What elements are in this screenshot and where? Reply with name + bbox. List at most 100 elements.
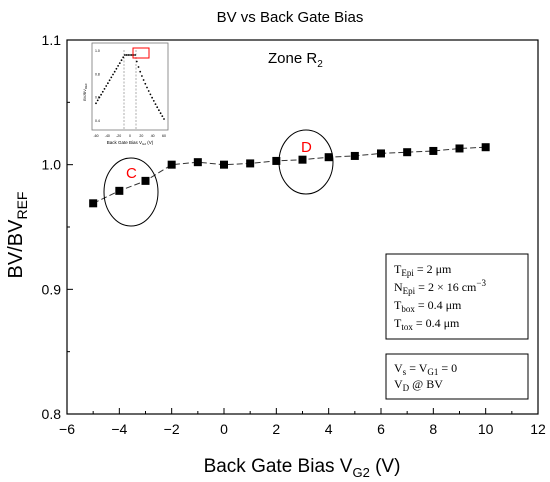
bias-box <box>385 353 529 400</box>
inset-frame <box>91 42 169 131</box>
data-point <box>141 176 150 185</box>
inset-point <box>130 54 133 56</box>
circle-c-label: C <box>126 165 137 182</box>
bias-line: VD @ BV <box>394 377 443 393</box>
inset-point <box>159 112 162 115</box>
data-point <box>272 156 281 165</box>
inset-point <box>96 99 99 102</box>
bias-symbol: V <box>394 361 403 375</box>
inset-ylabel-sub: REF <box>84 83 88 89</box>
circle-c <box>103 157 159 227</box>
data-point <box>324 153 333 162</box>
data-markers <box>89 143 490 208</box>
data-point <box>220 160 228 169</box>
inset-point <box>100 93 102 96</box>
inset-point <box>129 54 131 56</box>
params-value: = 2 μm <box>414 262 452 276</box>
y-tick-label: 1.0 <box>42 157 62 173</box>
inset-x-tick-label: 40 <box>151 134 155 138</box>
inset-point <box>105 85 108 87</box>
inset-point <box>141 75 143 77</box>
inset-x-tick-label: -40 <box>105 134 110 138</box>
y-axis-label: BV/BVREF <box>5 192 30 279</box>
data-point <box>481 143 490 152</box>
inset-point <box>95 102 97 105</box>
inset-point <box>101 90 104 93</box>
params-value: = 2 × 16 cm <box>415 280 477 294</box>
bias-value: = 0 <box>438 361 457 375</box>
data-point <box>193 158 202 167</box>
inset-point <box>107 82 109 85</box>
inset-point <box>134 54 137 56</box>
params-subscript: box <box>401 304 415 314</box>
inset-point <box>144 82 147 85</box>
x-axis-label-unit: (V) <box>370 456 401 477</box>
inset-point <box>124 54 126 56</box>
data-point <box>167 160 176 169</box>
inset-point <box>142 79 145 81</box>
inset-chart: BV/BVREF Back Gate Bias VG2 (V) -60 -40 -2… <box>82 42 169 146</box>
bias-line: Vs = VG1 = 0 <box>394 361 457 377</box>
params-value: = 0.4 μm <box>415 298 462 312</box>
inset-xlabel-sub: G2 <box>142 142 146 146</box>
x-tick-label: 10 <box>478 421 494 437</box>
data-point <box>298 155 307 164</box>
y-axis-label-main: BV/BV <box>5 219 27 279</box>
data-point <box>115 186 124 195</box>
y-tick-label: 1.1 <box>42 32 62 48</box>
inset-point <box>115 67 118 70</box>
params-superscript: −3 <box>476 278 486 288</box>
params-line: Ttox = 0.4 μm <box>394 316 460 332</box>
data-point <box>403 148 412 157</box>
y-axis-label-sub: REF <box>14 192 30 220</box>
inset-point <box>154 103 157 105</box>
inset-point <box>156 106 159 109</box>
bias-mid: @ BV <box>409 377 443 391</box>
inset-x-tick-label: 20 <box>139 134 143 138</box>
inset-xlabel: Back Gate Bias VG2 (V) <box>107 140 154 146</box>
inset-point <box>117 65 119 67</box>
bias-subscript: D <box>403 383 410 393</box>
inset-point <box>139 70 142 73</box>
inset-point <box>152 100 155 102</box>
inset-x-tick-label: -20 <box>116 134 121 138</box>
data-point <box>89 199 98 208</box>
axis-ticks: −6 −4 −2 0 2 4 6 8 10 12 0.8 0.9 1.0 1.1 <box>42 32 546 437</box>
inset-xlabel-main: Back Gate Bias V <box>107 140 142 145</box>
inset-point <box>163 118 165 120</box>
y-tick-label: 0.8 <box>42 406 62 422</box>
circle-d-label: D <box>301 139 312 156</box>
inset-point <box>113 70 116 73</box>
x-tick-label: 12 <box>530 421 546 437</box>
inset-point <box>158 109 160 112</box>
params-line: TEpi = 2 μm <box>394 262 452 278</box>
zone-label: Zone R2 <box>268 50 323 70</box>
params-symbol: N <box>394 280 403 294</box>
bias-lines: Vs = VG1 = 0VD @ BV <box>394 361 457 393</box>
circle-d <box>278 129 334 195</box>
params-subscript: Epi <box>403 286 416 296</box>
data-point <box>455 144 464 153</box>
inset-point <box>135 60 138 63</box>
inset-point <box>151 96 154 99</box>
params-symbol: T <box>394 316 402 330</box>
params-subscript: Epi <box>401 268 414 278</box>
inset-x-tick-label: -60 <box>93 134 98 138</box>
inset-point <box>108 79 111 82</box>
inset-ylabel-main: BV/BV <box>82 89 87 101</box>
inset-point <box>125 54 128 56</box>
inset-x-tick-label: 0 <box>129 134 131 138</box>
x-tick-label: 8 <box>429 421 437 437</box>
x-axis-label-sub: G2 <box>352 465 369 480</box>
inset-x-tick-label: 60 <box>162 134 166 138</box>
inset-y-tick-label: 0.6 <box>95 96 100 100</box>
x-axis-label-main: Back Gate Bias V <box>204 456 353 477</box>
series-polyline <box>92 146 486 204</box>
inset-y-tick-label: 0.4 <box>95 119 100 123</box>
inset-point <box>98 96 101 99</box>
x-axis-label: Back Gate Bias VG2 (V) <box>204 456 401 480</box>
inset-point <box>137 66 140 68</box>
inset-point <box>120 59 123 62</box>
zone-label-main: Zone R <box>268 50 317 67</box>
